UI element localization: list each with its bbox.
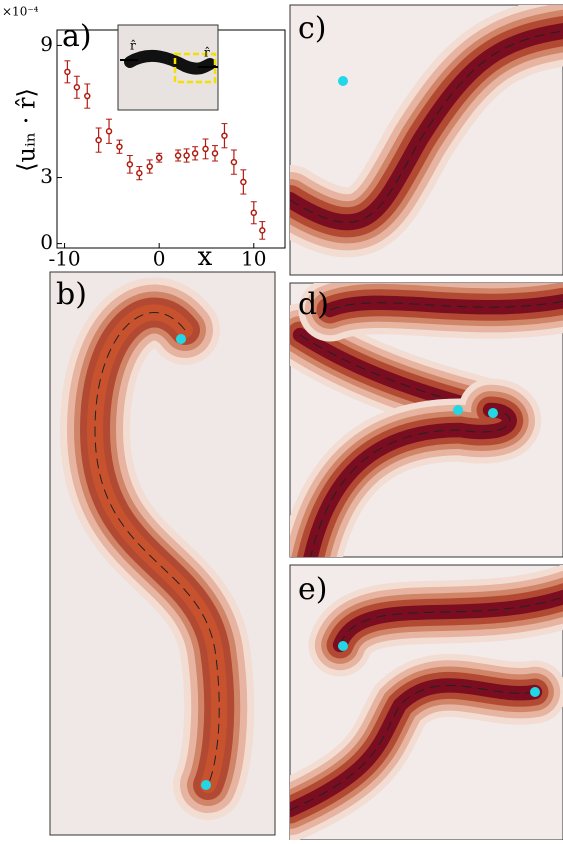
y-tick-label: 3 [40, 164, 53, 188]
panel-label: c) [298, 11, 327, 46]
data-point [146, 163, 153, 170]
data-point [105, 128, 113, 135]
contour-line [290, 684, 536, 811]
contour-worm [290, 5, 563, 258]
head-marker [176, 334, 186, 344]
data-point [191, 150, 199, 157]
contour-line [310, 409, 510, 557]
worms [59, 5, 563, 840]
x-tick-label: -10 [48, 247, 80, 271]
data-point [240, 178, 247, 186]
data-point [73, 84, 81, 91]
contour-worm [59, 277, 255, 820]
panel-label: a) [62, 19, 92, 54]
contour-worm [290, 653, 563, 840]
head-marker [338, 641, 348, 651]
y-tick-label: 9 [40, 32, 53, 56]
data-point [174, 152, 182, 159]
panel-label: b) [56, 277, 87, 312]
exponent-label: ×10⁻⁴ [2, 5, 39, 19]
head-marker [530, 687, 540, 697]
data-point [250, 209, 258, 217]
data-point [221, 132, 228, 139]
panel-label: d) [298, 287, 329, 322]
data-point [116, 143, 123, 150]
data-point [84, 92, 91, 100]
x-axis-label: x [198, 242, 213, 272]
data-point [211, 150, 219, 157]
data-point [202, 145, 209, 153]
head-marker [338, 76, 348, 86]
data-point [95, 136, 102, 144]
data-point [136, 169, 143, 177]
y-axis-label: ⟨uᵢₙ · r̂⟩ [13, 88, 41, 172]
contour-line [290, 30, 563, 223]
y-tick-label: 0 [40, 230, 53, 254]
data-point [183, 152, 190, 159]
contour-core [322, 293, 563, 318]
contour-worm [290, 378, 541, 557]
data-point [64, 68, 71, 76]
contour-worm [308, 565, 563, 677]
x-tick-label: 10 [241, 247, 266, 271]
data-point [155, 154, 163, 161]
data-point [230, 158, 238, 166]
inset-label: r̂ [130, 39, 136, 53]
head-marker [453, 405, 463, 415]
x-tick-label: 0 [153, 247, 166, 271]
contour-line [329, 300, 563, 311]
contour-line [94, 312, 220, 786]
data-point [259, 227, 266, 234]
inset-label: r̂ [204, 46, 210, 60]
panel-label: e) [298, 572, 327, 607]
contour-worm [298, 283, 563, 342]
data-point [126, 161, 134, 168]
contour-line [339, 596, 563, 646]
contour-line [299, 334, 496, 413]
head-marker [201, 780, 211, 790]
head-marker [488, 408, 498, 418]
